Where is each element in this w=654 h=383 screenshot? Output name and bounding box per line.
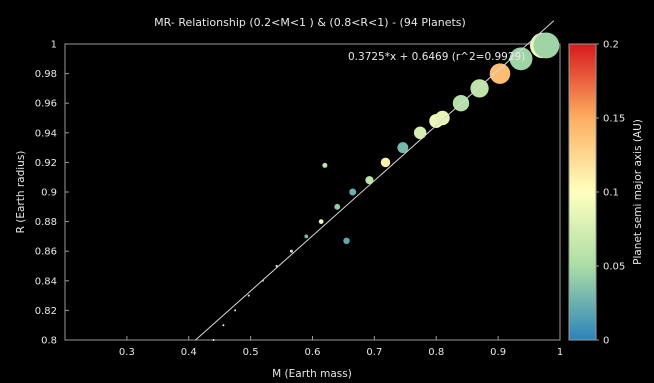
y-tick-label: 1 [51, 40, 57, 51]
data-points [212, 32, 560, 341]
y-tick-label: 0.8 [41, 336, 57, 347]
data-point [533, 32, 560, 59]
colorbar [568, 43, 597, 341]
x-tick-label: 1 [557, 347, 563, 358]
data-point [318, 219, 324, 224]
x-tick-label: 0.5 [243, 347, 259, 358]
y-tick-label: 0.86 [35, 247, 57, 258]
fit-label: 0.3725*x + 0.6469 (r^2=0.9929) [348, 51, 525, 63]
colorbar-tick-label: 0.2 [603, 40, 619, 51]
x-tick-label: 0.8 [428, 347, 444, 358]
data-point [304, 234, 309, 239]
data-point [380, 157, 391, 168]
data-point [212, 339, 215, 341]
colorbar-tick-label: 0 [603, 336, 609, 347]
colorbar-tick-label: 0.05 [603, 262, 625, 273]
y-axis-label: R (Earth radius) [15, 151, 27, 234]
data-point [234, 309, 237, 312]
y-tick-label: 0.88 [35, 217, 57, 228]
y-tick-label: 0.96 [35, 99, 57, 110]
data-point [413, 126, 427, 140]
x-ticks: 0.3 0.4 0.5 0.6 0.7 0.8 0.9 1 [119, 336, 563, 358]
y-tick-label: 0.82 [35, 306, 57, 317]
colorbar-ticks: 0 0.05 0.1 0.15 0.2 [596, 40, 625, 347]
y-tick-label: 0.84 [35, 276, 57, 287]
y-tick-label: 0.94 [35, 128, 57, 139]
x-tick-label: 0.6 [305, 347, 321, 358]
data-point [289, 249, 293, 253]
x-tick-label: 0.4 [181, 347, 197, 358]
data-point [222, 324, 225, 327]
data-point [470, 79, 489, 98]
data-point [275, 264, 278, 268]
colorbar-label: Planet semi major axis (AU) [632, 119, 644, 265]
y-tick-label: 0.98 [35, 69, 57, 80]
x-axis-label: M (Earth mass) [272, 368, 352, 380]
y-tick-label: 0.9 [41, 188, 57, 199]
y-ticks: 0.8 0.82 0.84 0.86 0.88 0.9 0.92 0.94 0.96 0.98 1 [35, 40, 69, 347]
colorbar-tick-label: 0.15 [603, 114, 625, 125]
data-point [509, 47, 533, 71]
data-point [247, 294, 250, 297]
data-point [322, 162, 328, 168]
y-tick-label: 0.92 [35, 158, 57, 169]
data-point [435, 110, 450, 126]
data-point [489, 63, 511, 84]
chart-title: MR- Relationship (0.2<M<1 ) & (0.8<R<1) … [154, 16, 466, 29]
x-tick-label: 0.3 [119, 347, 135, 358]
fit-line [195, 20, 555, 341]
data-point [349, 188, 357, 196]
data-point [343, 237, 350, 245]
x-tick-label: 0.7 [366, 347, 382, 358]
x-tick-label: 0.9 [490, 347, 506, 358]
colorbar-tick-label: 0.1 [603, 188, 619, 199]
data-point [365, 176, 374, 185]
data-point [397, 142, 409, 154]
data-point [334, 203, 341, 210]
